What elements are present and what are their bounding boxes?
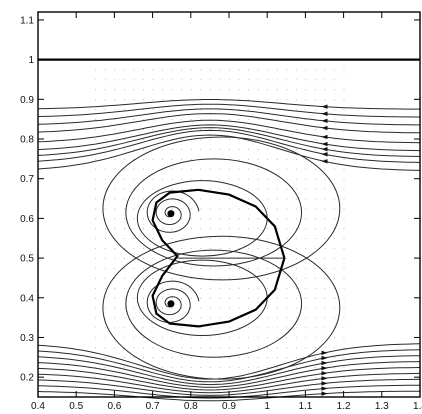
- y-tick-label-0: 0.2: [20, 373, 34, 384]
- x-tick-label-1: 0.5: [69, 401, 83, 412]
- x-tick-label-0: 0.4: [31, 401, 45, 412]
- streamline-lower-4: [37, 367, 421, 391]
- vortex-core-0: [167, 210, 175, 218]
- y-tick-label-4: 0.6: [20, 214, 34, 225]
- y-tick-label-8: 1: [28, 55, 34, 66]
- arrow-upper-5: [321, 125, 328, 131]
- closed-loop-3: [125, 249, 303, 358]
- arrow-upper-1: [321, 152, 328, 157]
- y-tick-label-2: 0.4: [20, 293, 34, 304]
- arrow-lower-7: [321, 386, 328, 391]
- flow-arrows: [321, 104, 328, 396]
- closed-loop-5: [102, 235, 341, 380]
- x-tick-label-5: 0.9: [222, 401, 236, 412]
- y-tick-label-9: 1.1: [20, 15, 34, 26]
- arrow-lower-2: [321, 360, 328, 366]
- arrow-upper-7: [321, 111, 328, 116]
- arrow-upper-2: [321, 146, 328, 152]
- streamline-upper-5: [37, 113, 420, 134]
- arrow-lower-1: [321, 355, 328, 361]
- streamlines: [37, 99, 421, 402]
- streamline-upper-0: [37, 134, 421, 171]
- axes: 0.4 0.5 0.6 0.7 0.8 0.9 1 1.1 1.2 1.3 1.4 0.2 0.3 0.4…: [20, 12, 422, 412]
- arrow-lower-0: [321, 350, 328, 356]
- bubble-boundary-group: [38, 58, 420, 328]
- streamline-lower-8: [37, 390, 420, 402]
- x-tick-label-8: 1.2: [337, 401, 351, 412]
- x-tick-label-3: 0.7: [146, 401, 160, 412]
- streamline-upper-2: [37, 127, 421, 157]
- vortex-spirals: [146, 190, 200, 323]
- arrow-upper-6: [321, 118, 328, 124]
- arrow-lower-3: [321, 365, 328, 371]
- y-tick-label-3: 0.5: [20, 254, 34, 265]
- streamline-lower-0: [37, 343, 421, 380]
- x-tick-label-2: 0.6: [107, 401, 121, 412]
- closed-loop-4: [102, 136, 341, 281]
- streamline-upper-6: [37, 108, 420, 126]
- arrow-upper-0: [321, 159, 328, 164]
- streamline-upper-1: [37, 129, 421, 163]
- x-tick-label-7: 1.1: [298, 401, 312, 412]
- y-tick-label-5: 0.7: [20, 174, 34, 185]
- streamline-upper-8: [37, 99, 420, 110]
- closed-loop-0: [136, 180, 268, 257]
- arrow-upper-8: [321, 104, 328, 109]
- y-tick-label-7: 0.9: [20, 95, 34, 106]
- y-tick-label-6: 0.8: [20, 135, 34, 146]
- bubble-boundary: [151, 188, 286, 328]
- arrow-upper-4: [321, 134, 328, 140]
- streamline-lower-2: [37, 355, 421, 386]
- streamline-lower-1: [37, 349, 421, 383]
- arrow-lower-6: [321, 381, 328, 386]
- vortex-spiral-1: [146, 280, 200, 323]
- x-tick-label-6: 1: [264, 401, 270, 412]
- x-tick-label-4: 0.8: [184, 401, 198, 412]
- streamline-upper-4: [37, 119, 421, 144]
- arrow-lower-8: [321, 391, 328, 396]
- arrow-lower-4: [321, 371, 328, 376]
- vortex-core-1: [167, 300, 175, 308]
- streamline-upper-3: [37, 124, 421, 152]
- streamline-lower-3: [37, 361, 421, 388]
- y-tick-label-1: 0.3: [20, 333, 34, 344]
- x-tick-label-9: 1.3: [375, 401, 389, 412]
- arrow-lower-5: [321, 376, 328, 381]
- closed-loop-2: [125, 158, 303, 267]
- arrow-upper-3: [321, 141, 328, 147]
- streamline-upper-7: [37, 103, 420, 118]
- x-tick-label-10: 1.4: [413, 401, 422, 412]
- vortex-spiral-0: [146, 190, 200, 233]
